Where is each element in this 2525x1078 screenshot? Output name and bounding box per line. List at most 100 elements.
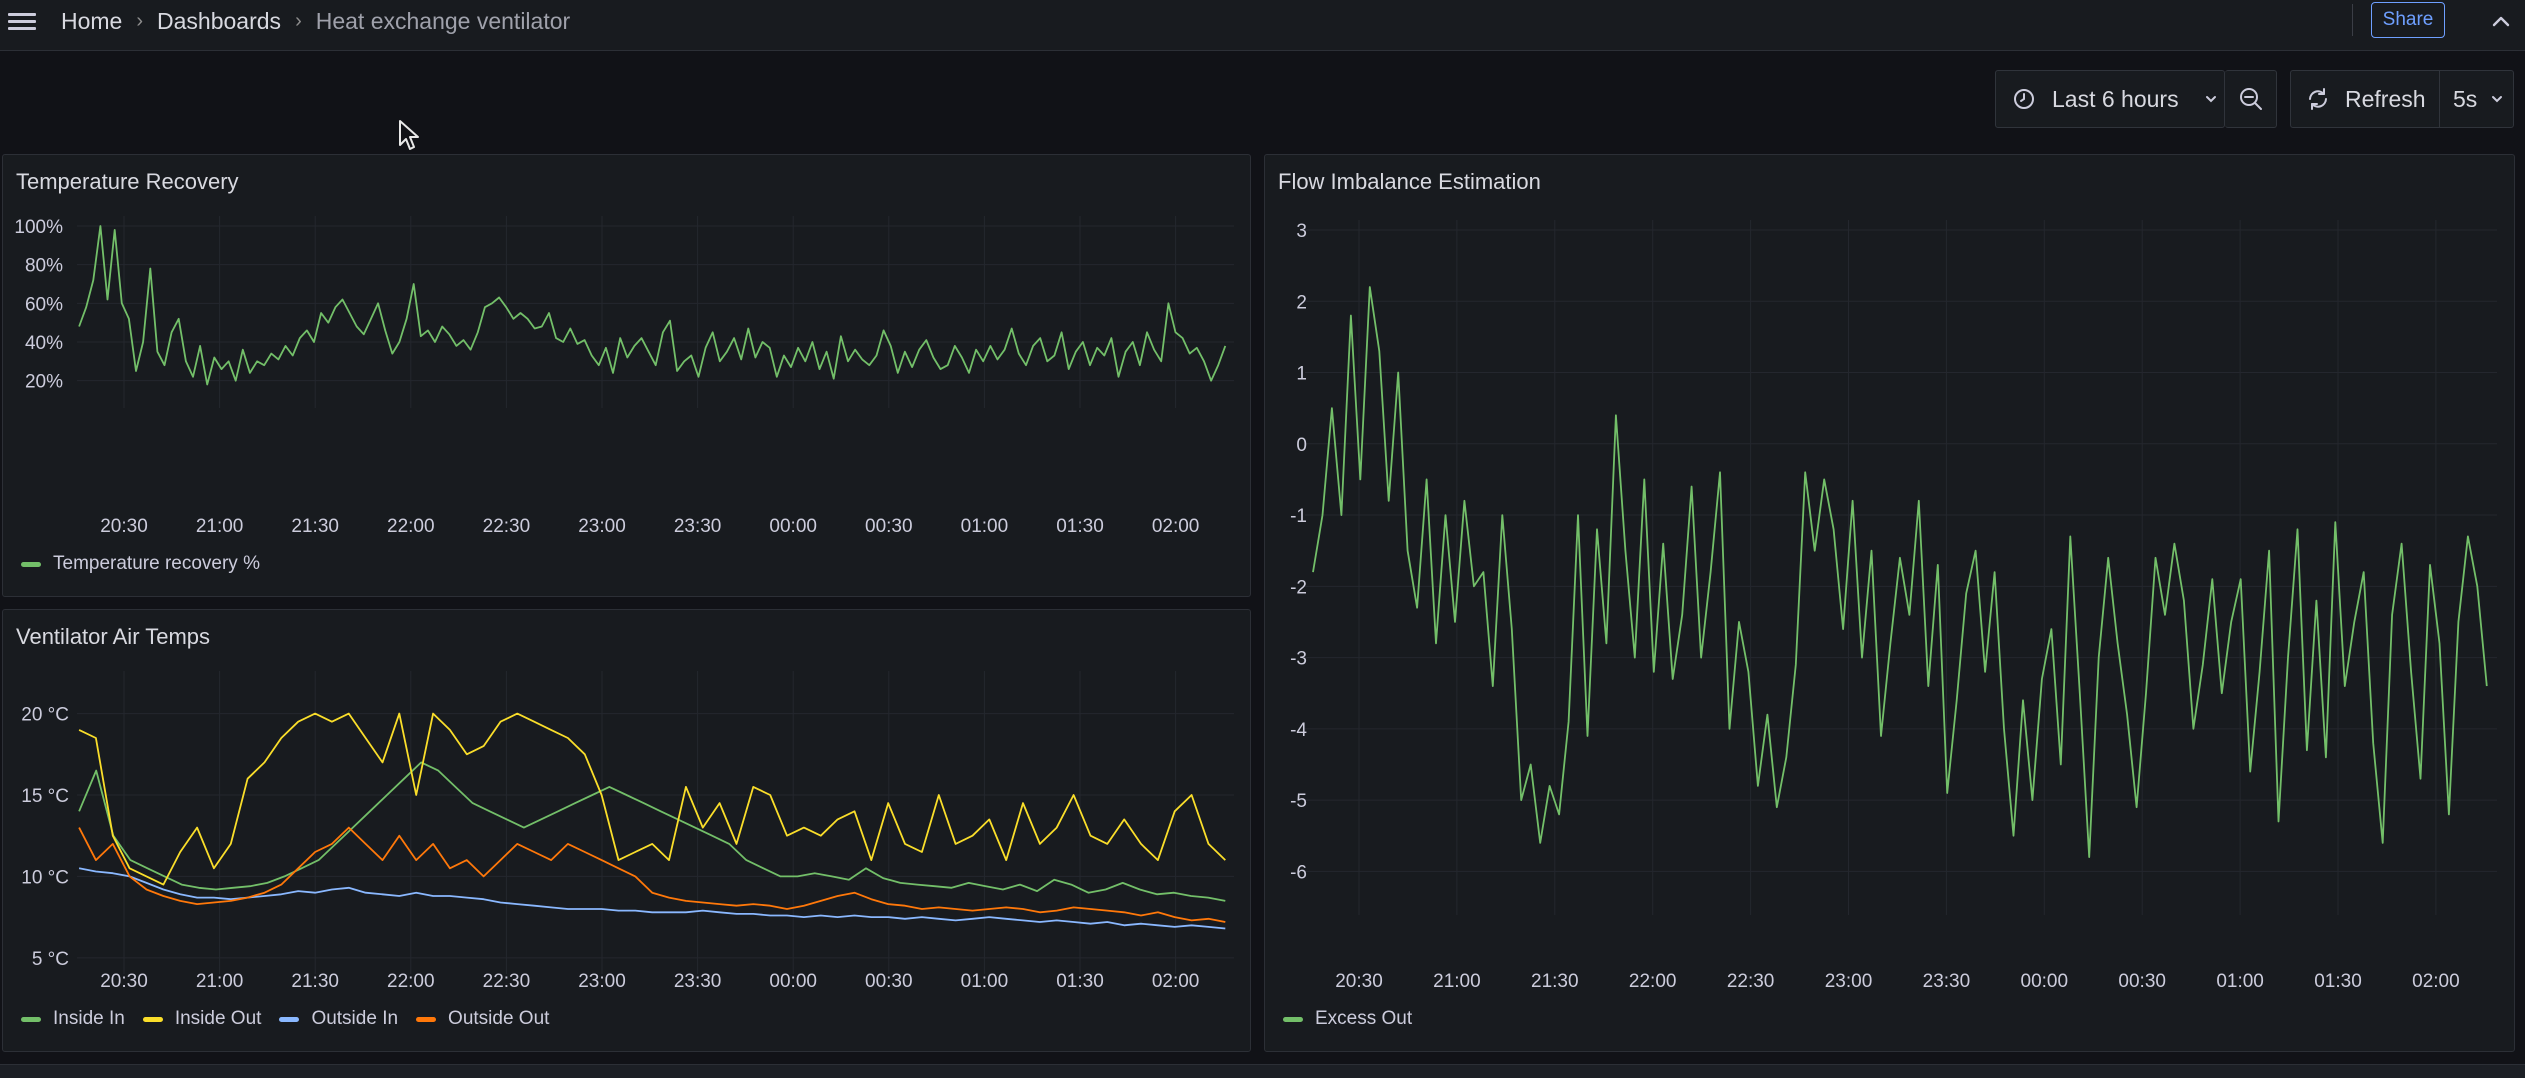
- y-tick-label: 40%: [25, 333, 63, 354]
- mouse-cursor-icon: [399, 120, 419, 150]
- zoom-out-button[interactable]: [2225, 70, 2277, 128]
- x-tick-label: 21:30: [1531, 971, 1579, 992]
- series-line-excess-out[interactable]: [1312, 286, 2488, 858]
- x-tick-label: 22:30: [1727, 971, 1775, 992]
- x-tick-label: 21:30: [291, 516, 339, 537]
- legend-swatch: [416, 1016, 437, 1022]
- panel-flow-imbalance-estimation[interactable]: Flow Imbalance Estimation 3 2 1 0 -1 -2 -3 -4 -5…: [1264, 154, 2515, 1052]
- legend-item[interactable]: Temperature recovery %: [21, 553, 260, 575]
- refresh-interval-select[interactable]: 5s: [2440, 71, 2507, 127]
- y-tick-label: 3: [1296, 221, 1307, 242]
- series-line-temperature-recovery[interactable]: [78, 225, 1227, 386]
- y-tick-label: 80%: [25, 256, 63, 277]
- x-tick-label: 01:30: [1056, 971, 1104, 992]
- refresh-label: Refresh: [2345, 85, 2426, 112]
- x-tick-label: 20:30: [100, 971, 148, 992]
- x-tick-label: 01:00: [2216, 971, 2264, 992]
- series-line-outside-in[interactable]: [78, 867, 1226, 930]
- x-tick-label: 22:30: [483, 516, 531, 537]
- breadcrumb-separator: ›: [295, 9, 302, 32]
- x-tick-label: 22:00: [387, 971, 435, 992]
- y-tick-label: -1: [1290, 506, 1307, 527]
- ventilator-air-temps-chart[interactable]: 5 °C 10 °C 15 °C 20 °C 20:30 21:00 21:30 22:00 2…: [3, 610, 1252, 1053]
- x-tick-label: 00:30: [865, 516, 913, 537]
- x-tick-label: 22:30: [483, 971, 531, 992]
- toolbar-divider: [2352, 4, 2353, 36]
- y-tick-label: 5 °C: [32, 949, 69, 970]
- legend-label: Temperature recovery %: [53, 553, 260, 574]
- time-range-picker[interactable]: Last 6 hours: [1995, 70, 2225, 128]
- y-tick-label: -4: [1290, 720, 1307, 741]
- y-tick-label: 20%: [25, 372, 63, 393]
- refresh-button[interactable]: Refresh: [2291, 71, 2439, 127]
- temperature-recovery-chart[interactable]: 20% 40% 60% 80% 100% 20:30 21:00 21:30 22:00 22:3…: [3, 155, 1252, 598]
- y-tick-label: 2: [1296, 292, 1307, 313]
- legend-swatch: [1283, 1016, 1303, 1022]
- series-line-inside-out[interactable]: [78, 712, 1226, 886]
- chart-legend: Inside In Inside Out Outside In Outside Out: [21, 1008, 567, 1030]
- top-bar: Home › Dashboards › Heat exchange ventil…: [0, 0, 2525, 51]
- clock-icon: [2014, 89, 2034, 109]
- chart-legend: Excess Out: [1283, 1008, 1430, 1030]
- time-range-label: Last 6 hours: [2052, 85, 2179, 112]
- panel-title: Flow Imbalance Estimation: [1278, 169, 1541, 194]
- y-tick-label: 100%: [14, 217, 63, 238]
- refresh-interval-value: 5s: [2453, 85, 2478, 112]
- x-tick-label: 01:00: [961, 971, 1009, 992]
- x-tick-label: 21:00: [196, 516, 244, 537]
- panel-title: Temperature Recovery: [16, 169, 239, 194]
- time-range-button[interactable]: Last 6 hours: [1996, 71, 2221, 127]
- series-line-inside-in[interactable]: [78, 761, 1226, 902]
- hamburger-menu-icon[interactable]: [6, 9, 38, 37]
- legend-item[interactable]: Excess Out: [1283, 1008, 1412, 1030]
- legend-item[interactable]: Outside Out: [416, 1008, 549, 1030]
- y-tick-label: 15 °C: [21, 786, 69, 807]
- x-tick-label: 23:00: [578, 971, 626, 992]
- x-tick-label: 20:30: [100, 516, 148, 537]
- series-line-outside-out[interactable]: [78, 826, 1226, 923]
- chevron-up-icon[interactable]: [2486, 6, 2516, 36]
- panel-title: Ventilator Air Temps: [16, 624, 211, 649]
- flow-imbalance-chart[interactable]: 3 2 1 0 -1 -2 -3 -4 -5 -6 20:30 21:00 21:30 22:00 22:3…: [1265, 155, 2516, 1053]
- y-tick-label: -6: [1290, 862, 1307, 883]
- breadcrumb: Home › Dashboards › Heat exchange ventil…: [61, 7, 570, 35]
- share-button[interactable]: Share: [2371, 2, 2445, 38]
- legend-item[interactable]: Outside In: [279, 1008, 398, 1030]
- y-tick-label: -2: [1290, 577, 1307, 598]
- y-tick-label: 0: [1296, 435, 1307, 456]
- x-tick-label: 20:30: [1335, 971, 1383, 992]
- y-tick-label: -5: [1290, 791, 1307, 812]
- x-tick-label: 23:00: [578, 516, 626, 537]
- legend-item[interactable]: Inside Out: [142, 1008, 262, 1030]
- y-tick-label: 1: [1296, 364, 1307, 385]
- x-tick-label: 21:30: [291, 971, 339, 992]
- x-tick-label: 23:30: [674, 971, 722, 992]
- chevron-down-icon: [2205, 96, 2216, 103]
- panel-ventilator-air-temps[interactable]: Ventilator Air Temps 5 °C 10 °C 15 °C 20 °C…: [2, 609, 1251, 1052]
- legend-item[interactable]: Inside In: [21, 1008, 125, 1030]
- x-tick-label: 21:00: [196, 971, 244, 992]
- x-tick-label: 02:00: [2412, 971, 2460, 992]
- legend-label: Inside Out: [174, 1008, 262, 1029]
- breadcrumb-current-page: Heat exchange ventilator: [315, 7, 571, 34]
- x-tick-label: 21:00: [1433, 971, 1481, 992]
- x-tick-label: 02:00: [1152, 516, 1200, 537]
- breadcrumb-separator: ›: [136, 9, 144, 32]
- refresh-icon: [2309, 88, 2327, 110]
- breadcrumb-dashboards[interactable]: Dashboards: [157, 7, 282, 34]
- legend-label: Outside Out: [448, 1008, 550, 1029]
- panel-temperature-recovery[interactable]: Temperature Recovery 20% 40% 60% 80% 100% 20:…: [2, 154, 1251, 597]
- x-tick-label: 22:00: [387, 516, 435, 537]
- x-tick-label: 22:00: [1629, 971, 1677, 992]
- refresh-picker: Refresh 5s: [2290, 70, 2514, 128]
- x-tick-label: 23:30: [674, 516, 722, 537]
- zoom-out-icon: [2239, 88, 2262, 110]
- x-tick-label: 00:00: [2021, 971, 2069, 992]
- legend-swatch: [21, 561, 41, 567]
- y-tick-label: 10 °C: [21, 867, 69, 888]
- x-tick-label: 00:00: [769, 516, 817, 537]
- x-tick-label: 02:00: [1152, 971, 1200, 992]
- breadcrumb-home[interactable]: Home: [61, 7, 123, 34]
- refresh-divider: [2439, 71, 2440, 127]
- y-tick-label: 60%: [25, 294, 63, 315]
